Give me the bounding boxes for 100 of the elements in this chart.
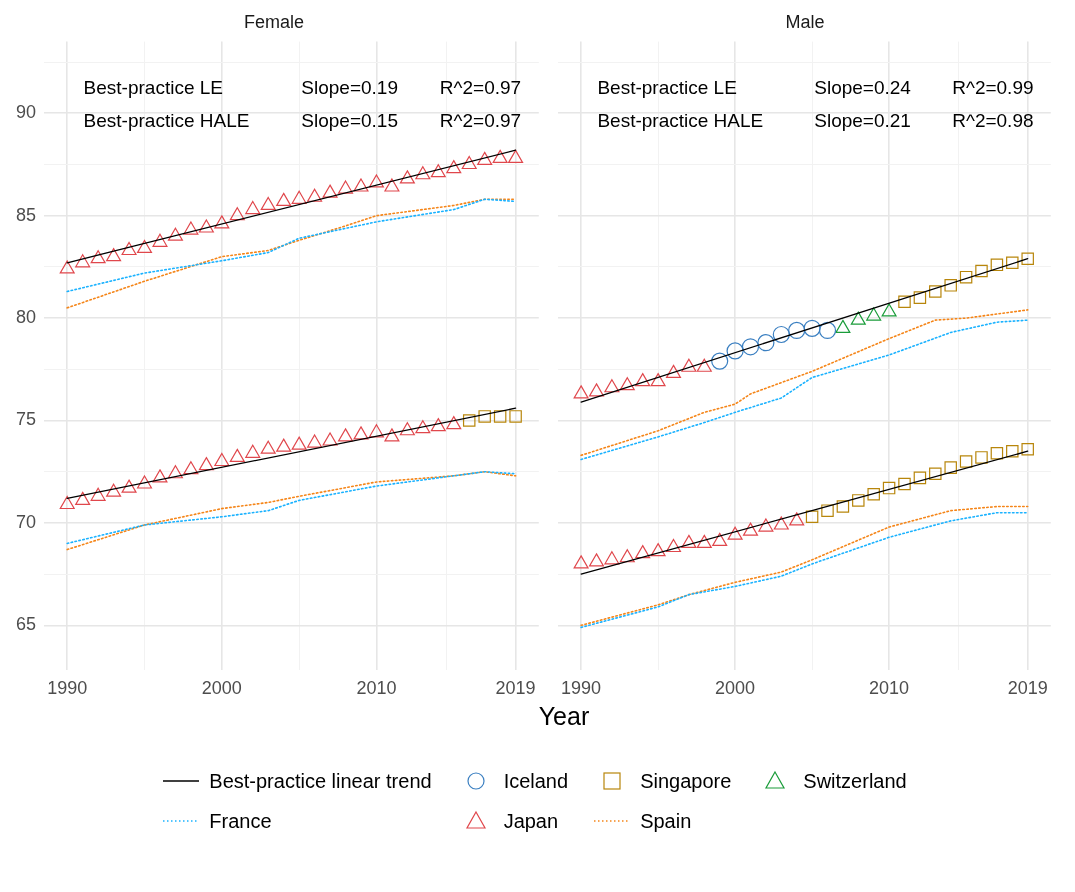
point bbox=[990, 258, 1004, 272]
point bbox=[75, 491, 91, 505]
legend-label: Switzerland bbox=[803, 769, 907, 793]
point bbox=[415, 420, 431, 434]
point bbox=[975, 451, 988, 464]
annotation: Best-practice HALE bbox=[597, 109, 764, 131]
point bbox=[90, 250, 106, 264]
point bbox=[384, 178, 400, 192]
point bbox=[260, 440, 276, 454]
point bbox=[1006, 444, 1019, 458]
point bbox=[492, 149, 508, 163]
point bbox=[214, 452, 230, 467]
point bbox=[836, 500, 850, 513]
y-tick-label: 90 bbox=[15, 102, 37, 123]
legend-label: Best-practice linear trend bbox=[209, 769, 432, 793]
x-tick-label: 2010 bbox=[869, 678, 910, 699]
point bbox=[866, 307, 882, 321]
point bbox=[773, 516, 789, 530]
point bbox=[368, 424, 384, 438]
annotation: R^2=0.97 bbox=[439, 109, 522, 131]
point bbox=[152, 469, 168, 483]
point bbox=[789, 512, 805, 526]
annotation: Slope=0.15 bbox=[301, 109, 398, 131]
point bbox=[353, 178, 369, 192]
point bbox=[276, 438, 292, 452]
x-tick-label: 2000 bbox=[201, 678, 242, 699]
legend-label: Japan bbox=[503, 809, 559, 833]
point bbox=[741, 338, 760, 356]
point bbox=[322, 432, 338, 446]
point bbox=[368, 174, 384, 188]
y-tick-label: 80 bbox=[15, 307, 37, 328]
point bbox=[338, 428, 354, 442]
point bbox=[573, 385, 589, 399]
point bbox=[805, 510, 819, 524]
point bbox=[944, 461, 957, 474]
point bbox=[711, 352, 729, 370]
point bbox=[121, 479, 137, 493]
legend-label: Iceland bbox=[503, 769, 569, 793]
point bbox=[681, 534, 697, 549]
point bbox=[959, 455, 973, 468]
point bbox=[430, 164, 446, 178]
point bbox=[635, 545, 651, 559]
annotation: Slope=0.24 bbox=[814, 76, 912, 98]
point bbox=[975, 264, 988, 278]
x-tick-label: 1990 bbox=[561, 678, 602, 699]
point bbox=[990, 447, 1004, 460]
point bbox=[588, 383, 605, 397]
point bbox=[929, 285, 942, 298]
legend-label: Singapore bbox=[640, 769, 732, 793]
point bbox=[59, 495, 75, 510]
x-tick-label: 2019 bbox=[1007, 678, 1048, 699]
point bbox=[821, 504, 834, 517]
point bbox=[757, 334, 775, 352]
point bbox=[726, 342, 744, 360]
point bbox=[430, 418, 446, 432]
point bbox=[913, 471, 927, 485]
point bbox=[183, 221, 199, 235]
point bbox=[944, 279, 957, 292]
point bbox=[742, 522, 759, 536]
point bbox=[307, 188, 323, 202]
point bbox=[399, 422, 415, 436]
point bbox=[573, 555, 589, 569]
annotation: Slope=0.21 bbox=[814, 109, 911, 131]
point bbox=[291, 436, 307, 450]
chart-title: Male bbox=[785, 11, 825, 32]
point bbox=[788, 321, 806, 339]
point bbox=[59, 260, 75, 274]
point bbox=[229, 207, 245, 221]
point bbox=[245, 200, 261, 215]
point bbox=[882, 481, 896, 495]
point bbox=[90, 487, 106, 501]
annotation: R^2=0.98 bbox=[952, 109, 1034, 131]
point bbox=[446, 159, 462, 174]
point bbox=[696, 358, 712, 372]
point bbox=[696, 534, 712, 549]
annotation: Best-practice LE bbox=[83, 76, 224, 98]
point bbox=[929, 467, 942, 481]
point bbox=[712, 532, 728, 546]
point bbox=[245, 444, 261, 458]
point bbox=[338, 180, 354, 194]
point bbox=[415, 166, 431, 180]
y-tick-label: 65 bbox=[15, 614, 37, 635]
point bbox=[850, 311, 866, 325]
point bbox=[291, 190, 307, 204]
point bbox=[881, 303, 897, 317]
point bbox=[384, 428, 400, 442]
point bbox=[508, 149, 524, 163]
point bbox=[852, 494, 865, 507]
point bbox=[681, 358, 697, 372]
legend-label: Spain bbox=[640, 809, 692, 833]
point bbox=[322, 184, 338, 198]
point bbox=[650, 543, 666, 557]
annotation: Best-practice LE bbox=[597, 76, 737, 98]
point bbox=[75, 254, 91, 268]
point bbox=[619, 377, 635, 391]
point bbox=[650, 373, 666, 387]
point bbox=[772, 325, 790, 344]
point bbox=[959, 270, 973, 284]
chart-title: Female bbox=[243, 11, 305, 32]
y-tick-label: 70 bbox=[15, 511, 37, 532]
